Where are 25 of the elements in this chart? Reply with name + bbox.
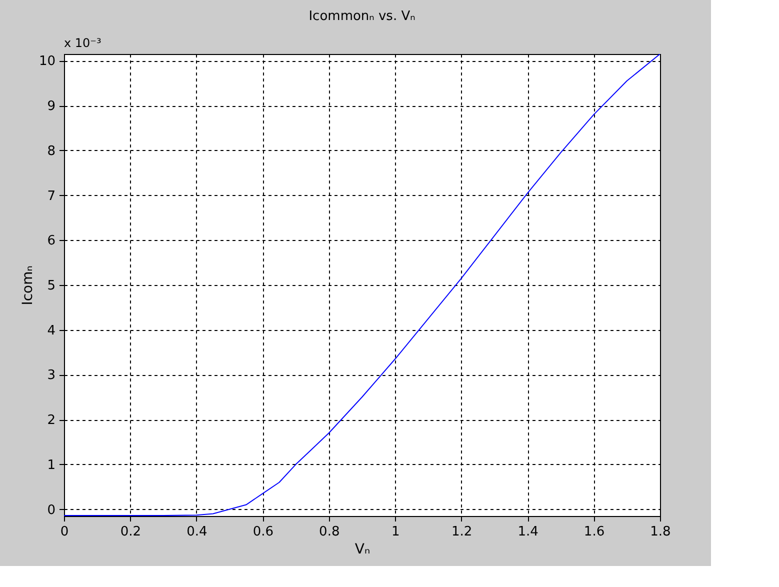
- y-tick-label: 9: [47, 99, 56, 114]
- y-tick-label: 10: [38, 54, 56, 70]
- y-tick-label: 0: [47, 502, 56, 518]
- y-tick-label: 2: [47, 413, 56, 428]
- chart-title: Icommonₙ vs. Vₙ: [308, 9, 416, 24]
- y-tick-label: 4: [47, 323, 56, 338]
- x-tick-label: 0.4: [186, 524, 208, 540]
- x-tick-label: 0.2: [120, 524, 142, 540]
- x-tick-label: 1.2: [451, 524, 472, 540]
- y-tick-label: 1: [47, 458, 56, 473]
- x-axis-title: Vₙ: [354, 542, 370, 558]
- y-tick-label: 5: [47, 278, 56, 294]
- x-tick-label: 0: [60, 524, 69, 540]
- x-tick-label: 1: [391, 524, 400, 540]
- x-tick-label: 0.6: [252, 524, 274, 540]
- x-tick-label: 0.8: [319, 524, 340, 540]
- y-tick-label: 7: [47, 188, 56, 204]
- y-tick-label: 3: [47, 368, 56, 384]
- y-tick-label: 8: [47, 144, 56, 159]
- x-tick-label: 1.8: [650, 524, 671, 540]
- x-tick-label: 1.4: [518, 524, 538, 540]
- text: x 10⁻³: [64, 36, 102, 50]
- y-axis-title: Icomₙ: [20, 266, 36, 306]
- x-tick-label: 1.6: [584, 524, 605, 540]
- y-tick-label: 6: [47, 234, 56, 249]
